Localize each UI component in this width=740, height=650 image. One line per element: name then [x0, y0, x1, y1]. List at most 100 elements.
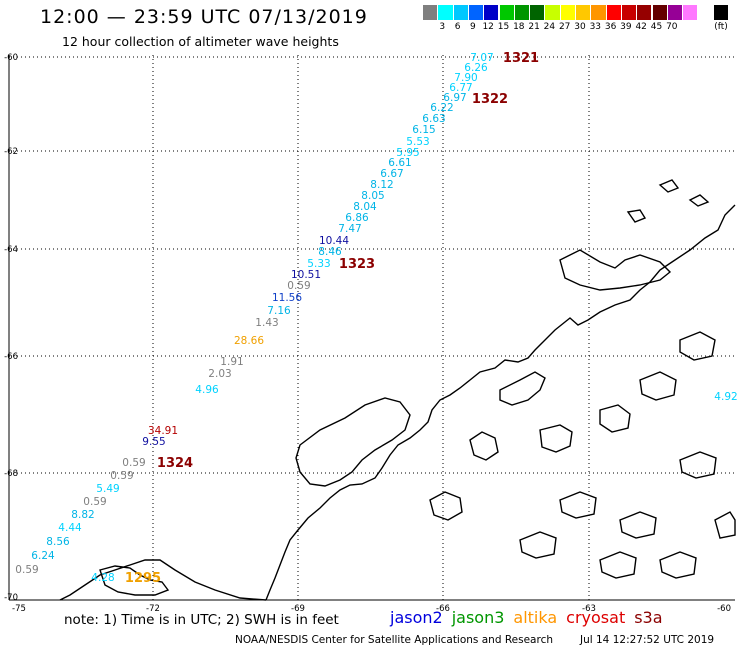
wave-height-label: 6.24: [31, 550, 55, 562]
wave-height-label: 6.61: [388, 157, 411, 169]
color-scale-tick: 36: [604, 22, 617, 32]
page-subtitle: 12 hour collection of altimeter wave hei…: [62, 34, 339, 49]
longitude-tick-label: -66: [436, 604, 450, 614]
wave-height-label: 4.44: [58, 522, 82, 534]
color-scale-tick: 33: [589, 22, 602, 32]
wave-height-label: 8.05: [361, 190, 384, 202]
wave-height-label: 11.56: [272, 292, 302, 304]
wave-height-label: 8.46: [318, 246, 342, 258]
wave-height-label: 4.28: [91, 572, 114, 584]
wave-height-label: 10.44: [319, 235, 349, 247]
wave-height-label: 4.96: [195, 384, 219, 396]
latitude-tick-label: -70: [4, 593, 18, 603]
color-swatch: [560, 5, 576, 20]
color-swatch: [637, 5, 653, 20]
color-swatch: [713, 5, 729, 20]
color-swatch: [698, 5, 714, 20]
wave-height-label: 8.56: [46, 536, 70, 548]
color-swatch: [499, 5, 515, 20]
latitude-tick-label: -60: [4, 53, 18, 63]
longitude-tick-label: -63: [582, 604, 596, 614]
wave-height-label: 0.59: [83, 496, 106, 508]
longitude-tick-label: -69: [291, 604, 305, 614]
satellite-legend-cryosat: cryosat: [566, 608, 626, 627]
color-swatch: [438, 5, 454, 20]
altimeter-readings: 7.076.267.906.776.976.226.636.155.535.95…: [15, 52, 737, 584]
color-scale-tick: 42: [635, 22, 647, 32]
wave-height-label: 9.55: [142, 436, 165, 448]
coastline: [59, 179, 736, 601]
color-scale-tick: 30: [574, 22, 586, 32]
color-scale-unit: (ft): [714, 22, 728, 32]
wave-height-label: 7.07: [470, 52, 493, 64]
wave-height-label: 6.67: [380, 168, 403, 180]
wave-height-label: 5.53: [406, 136, 429, 148]
color-scale-tick: 70: [666, 22, 678, 32]
color-scale-tick: 39: [620, 22, 632, 32]
satellite-legend-jason3: jason3: [451, 608, 505, 627]
color-scale-tick: 21: [528, 22, 540, 32]
satellite-legend-s3a: s3a: [634, 608, 663, 627]
pass-number-label: 1324: [157, 456, 193, 471]
latitude-tick-label: -68: [4, 469, 18, 479]
map-frame: [8, 55, 735, 601]
wave-height-label: 10.51: [291, 269, 321, 281]
wave-height-label: 7.90: [454, 72, 477, 84]
wave-height-label: 6.15: [412, 124, 435, 136]
color-swatch: [530, 5, 546, 20]
color-scale-tick: 27: [558, 22, 571, 32]
color-swatch: [468, 5, 485, 20]
color-swatch: [545, 5, 561, 20]
satellite-legend: jason2 jason3 altika cryosat s3a: [390, 608, 672, 627]
color-swatch: [652, 5, 668, 20]
pass-number-label: 1321: [503, 51, 539, 66]
color-swatch: [423, 5, 439, 20]
color-swatch: [606, 5, 622, 20]
pass-number-label: 1323: [339, 257, 375, 272]
wave-height-label: 0.59: [287, 280, 310, 292]
color-swatch: [683, 5, 699, 20]
color-swatch: [621, 5, 638, 20]
color-swatch: [484, 5, 500, 20]
wave-height-label: 28.66: [234, 335, 264, 347]
footer-note: note: 1) Time is in UTC; 2) SWH is in fe…: [64, 612, 339, 628]
longitude-tick-label: -72: [146, 604, 160, 614]
color-scale-tick: 9: [470, 22, 476, 32]
page-title: 12:00 — 23:59 UTC 07/13/2019: [40, 6, 368, 28]
color-swatch: [514, 5, 531, 20]
color-scale-tick: 45: [650, 22, 663, 32]
wave-height-label: 1.91: [220, 356, 243, 368]
color-scale-tick: 24: [543, 22, 556, 32]
satellite-legend-altika: altika: [513, 608, 558, 627]
color-swatch: [576, 5, 592, 20]
graticule: -60 -62 -64 -66 -68 -70-75 -72 -69 -66 -63 -60: [4, 53, 735, 614]
pass-number-label: 1322: [472, 92, 508, 107]
wave-height-label: 6.63: [422, 113, 445, 125]
generated-timestamp: Jul 14 12:27:52 UTC 2019: [580, 634, 715, 646]
wave-height-label: 5.49: [96, 483, 119, 495]
color-scale-tick: 15: [497, 22, 510, 32]
pass-number-label: 1295: [125, 571, 161, 586]
color-swatch: [667, 5, 684, 20]
latitude-tick-label: -64: [4, 245, 18, 255]
wave-height-label: 8.04: [353, 201, 377, 213]
wave-height-label: 6.97: [443, 92, 466, 104]
wave-height-label: 6.86: [345, 212, 369, 224]
latitude-tick-label: -66: [4, 352, 18, 362]
wave-height-label: 0.59: [110, 470, 133, 482]
wave-height-label: 7.16: [267, 305, 291, 317]
wave-height-label: 0.59: [15, 564, 38, 576]
wave-height-label: 4.92: [714, 391, 737, 403]
wave-height-label: 6.26: [464, 62, 488, 74]
wave-height-label: 5.95: [396, 147, 419, 159]
wave-height-label: 1.43: [255, 317, 278, 329]
wave-height-label: 2.03: [208, 368, 231, 380]
wave-height-label: 7.47: [338, 223, 361, 235]
color-scale-tick: 3: [439, 22, 446, 32]
latitude-tick-label: -62: [4, 147, 18, 157]
wave-height-label: 0.59: [122, 457, 145, 469]
color-scale-tick: 6: [454, 22, 461, 32]
credit-line: NOAA/NESDIS Center for Satellite Applica…: [235, 634, 553, 646]
wave-height-label: 8.82: [71, 509, 94, 521]
pass-numbers: 1321 1322 1323 1324 1295: [125, 51, 539, 586]
